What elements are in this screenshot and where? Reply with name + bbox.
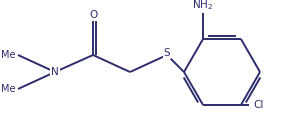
- Text: Me: Me: [1, 84, 16, 94]
- Text: S: S: [164, 48, 170, 58]
- Text: N: N: [51, 67, 59, 77]
- Text: NH$_2$: NH$_2$: [193, 0, 213, 12]
- Text: Cl: Cl: [254, 100, 264, 110]
- Text: Me: Me: [1, 50, 16, 60]
- Text: O: O: [89, 10, 97, 20]
